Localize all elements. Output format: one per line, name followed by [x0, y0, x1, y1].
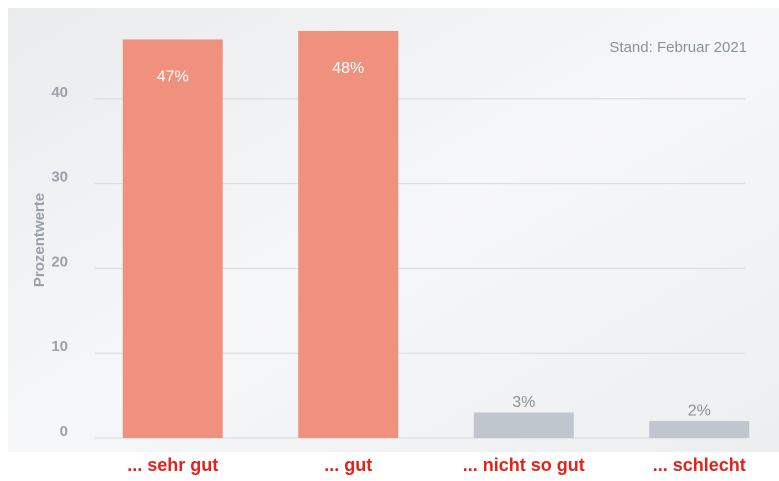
value-label: 2%	[688, 402, 711, 419]
x-tick-label: ... sehr gut	[127, 455, 218, 475]
bar	[123, 39, 223, 438]
chart: Stand: Februar 2021 Prozentwerte 0 10 20 30…	[0, 0, 779, 481]
value-label: 48%	[332, 60, 364, 77]
bar	[474, 413, 574, 438]
bar	[298, 31, 398, 438]
subtitle: Stand: Februar 2021	[609, 39, 747, 56]
y-tick-label: 40	[51, 84, 68, 101]
y-tick-label: 30	[51, 169, 68, 186]
x-tick-label: ... gut	[324, 455, 372, 475]
y-axis-label: Prozentwerte	[31, 193, 48, 287]
y-tick-label: 10	[51, 338, 68, 355]
x-tick-label: ... nicht so gut	[463, 455, 585, 475]
x-tick-label: ... schlecht	[653, 455, 746, 475]
value-label: 47%	[157, 69, 189, 86]
bar	[649, 421, 749, 438]
y-tick-label: 0	[60, 423, 68, 440]
y-tick-label: 20	[51, 253, 68, 270]
value-label: 3%	[512, 394, 535, 411]
